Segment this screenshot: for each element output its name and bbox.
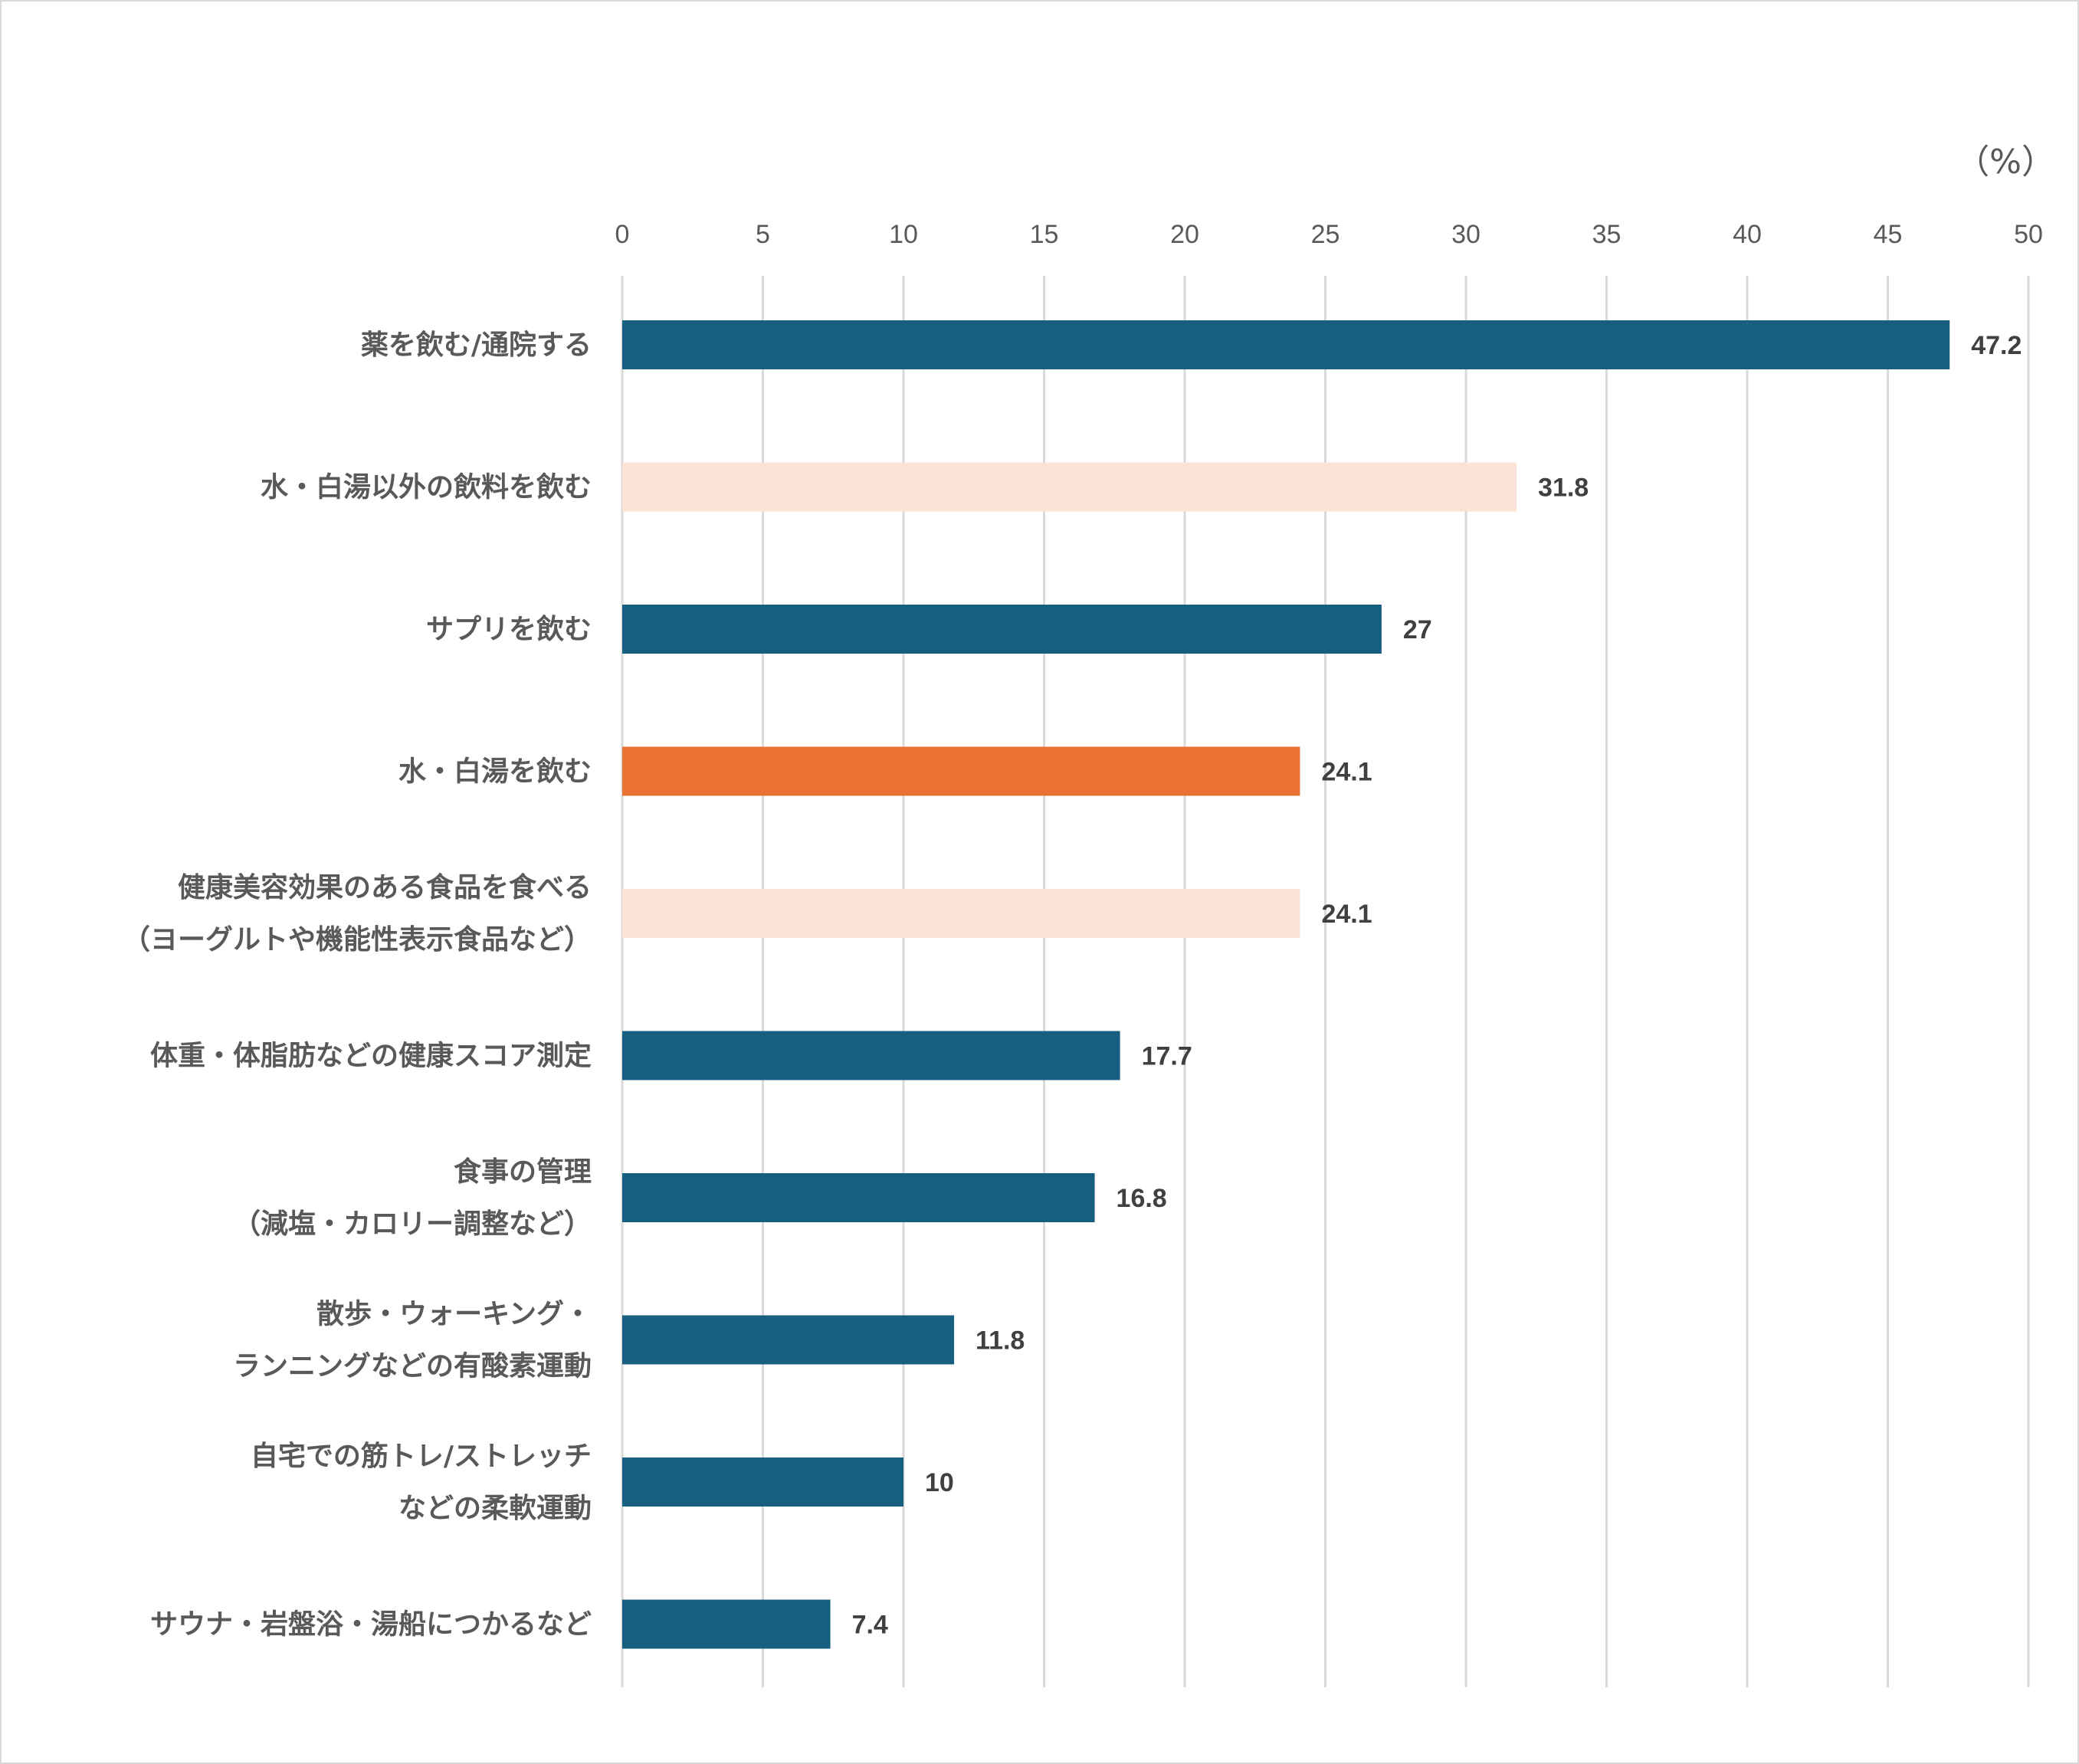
category-label-1: 薬を飲む/通院する [361,330,592,361]
bar-10 [622,1599,831,1649]
value-label-9: 10 [925,1468,954,1497]
category-label-9-line-2: などの柔軟運動 [398,1493,592,1524]
value-label-10: 7.4 [852,1611,888,1640]
bar-8 [622,1315,955,1365]
tick-label-5: 5 [756,220,770,249]
category-label-9-line-1: 自宅での筋トレ/ストレッチ [251,1440,592,1472]
tick-label-25: 25 [1311,220,1340,249]
category-label-10: サウナ・岩盤浴・湯船につかるなど [150,1609,592,1641]
category-label-7-line-2: （減塩・カロリー調整など） [233,1208,592,1240]
tick-label-0: 0 [615,220,630,249]
x-axis-ticks: 0 5 10 15 20 25 30 35 40 45 50 [615,220,2043,249]
bar-7 [622,1173,1095,1222]
tick-label-35: 35 [1592,220,1622,249]
bar-9 [622,1457,903,1507]
value-label-3: 27 [1403,615,1432,644]
tick-label-20: 20 [1170,220,1199,249]
value-label-6: 17.7 [1142,1042,1192,1071]
value-label-8: 11.8 [976,1326,1025,1356]
bar-4 [622,746,1300,796]
tick-label-40: 40 [1733,220,1762,249]
category-label-5-line-2: （ヨーグルトや機能性表示食品など） [123,924,592,956]
tick-label-15: 15 [1030,220,1059,249]
value-label-2: 31.8 [1538,474,1589,503]
bar-6 [622,1031,1120,1080]
value-label-1: 47.2 [1971,331,2022,360]
value-labels: 47.2 31.8 27 24.1 24.1 17.7 16.8 11.8 10 7.4 [852,331,2022,1640]
tick-label-50: 50 [2014,220,2043,249]
category-label-4: 水・白湯を飲む [398,756,592,788]
bar-3 [622,605,1382,654]
bar-1 [622,320,1950,369]
category-label-6: 体重・体脂肪などの健康スコア測定 [150,1040,592,1072]
unit-label: （%） [1956,143,2055,182]
category-label-8-line-2: ランニングなどの有酸素運動 [233,1351,592,1382]
bar-5 [622,889,1300,938]
tick-label-45: 45 [1874,220,1903,249]
category-labels: 薬を飲む/通院する水・白湯以外の飲料を飲むサプリを飲む水・白湯を飲む健康美容効果… [123,330,592,1641]
category-label-3: サプリを飲む [426,614,592,645]
tick-label-10: 10 [889,220,918,249]
tick-label-30: 30 [1451,220,1481,249]
category-label-2: 水・白湯以外の飲料を飲む [261,472,592,503]
category-label-8-line-1: 散歩・ウォーキング・ [316,1299,592,1330]
bar-2 [622,462,1517,512]
value-label-4: 24.1 [1321,758,1372,787]
category-label-7-line-1: 食事の管理 [454,1156,592,1188]
value-label-5: 24.1 [1321,900,1372,929]
category-label-5-line-1: 健康美容効果のある食品を食べる [178,871,592,903]
value-label-7: 16.8 [1117,1184,1167,1213]
bars [622,320,1950,1649]
